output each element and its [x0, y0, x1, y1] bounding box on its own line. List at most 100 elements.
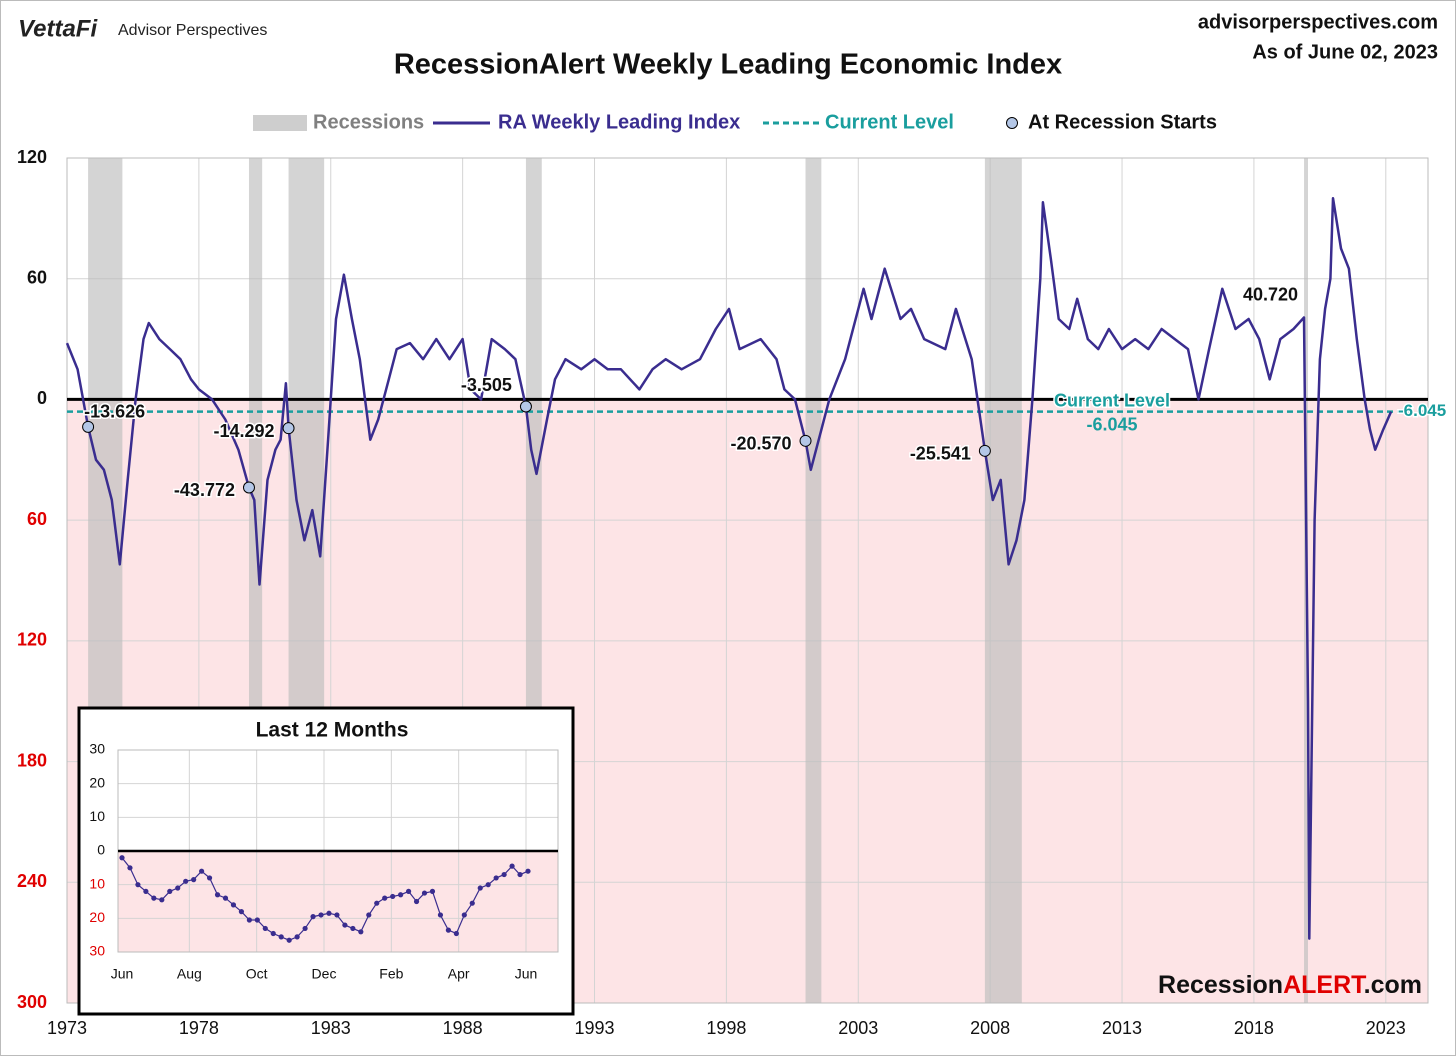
inset-point [413, 898, 420, 905]
inset-line [121, 857, 529, 941]
inset-point [461, 912, 467, 918]
inset-point [429, 888, 436, 895]
recession-start-marker [282, 422, 295, 435]
brand: Advisor Perspectives [118, 22, 267, 39]
y-tick-label: 60 [27, 267, 47, 287]
y-tick-label: 300 [17, 992, 47, 1012]
inset-point [206, 875, 213, 881]
x-tick-label: Jun [515, 966, 538, 982]
legend-label: Current Level [825, 111, 954, 133]
recession-band [984, 158, 1022, 1003]
x-tick-label: 1978 [179, 1018, 219, 1038]
watermark-part: .com [1364, 971, 1422, 999]
inset-point [326, 910, 332, 916]
x-tick-label: 1983 [311, 1018, 351, 1038]
inset-point [382, 895, 388, 901]
watermark: RecessionALERT.com [1158, 971, 1422, 999]
inset-point [453, 930, 459, 937]
index-line [65, 196, 1393, 940]
plot-border [66, 157, 1429, 1004]
y-tick-label: 10 [89, 875, 105, 891]
recession-start-marker [978, 444, 991, 457]
y-tick-label: 120 [17, 630, 47, 650]
inset-point [437, 912, 444, 918]
y-tick-label: 30 [89, 943, 105, 959]
inset-point [167, 888, 173, 895]
date: As of June 02, 2023 [1252, 41, 1438, 63]
inset-point [278, 934, 284, 940]
current-level-value: -6.045 [1086, 414, 1137, 434]
recession-band [805, 158, 822, 1003]
inset-point [151, 895, 157, 901]
marker-label: -25.541 [910, 444, 971, 464]
inset-point [398, 892, 404, 898]
legend-label: RA Weekly Leading Index [498, 111, 740, 133]
below-zero-area [118, 851, 558, 952]
inset-point [318, 912, 324, 918]
recession-start-marker [519, 400, 532, 413]
legend-swatch [1006, 117, 1018, 129]
inset-point [143, 888, 149, 895]
legend-label: Recessions [313, 111, 424, 133]
inset-point [421, 890, 428, 896]
marker-label: -14.292 [213, 421, 274, 441]
marker-label: -3.505 [461, 375, 512, 395]
inset-point [199, 868, 205, 874]
recession-start-marker [82, 420, 95, 433]
x-tick-label: 1993 [574, 1018, 614, 1038]
y-tick-label: 60 [27, 509, 47, 529]
inset-point [334, 912, 340, 918]
watermark-part: Recession [1158, 971, 1283, 999]
x-tick-label: Oct [246, 966, 268, 982]
current-level-label: Current Level [1054, 390, 1170, 410]
recession-start-marker [799, 434, 812, 447]
x-tick-label: 2013 [1102, 1018, 1142, 1038]
x-tick-label: 1973 [47, 1018, 87, 1038]
x-tick-label: Apr [448, 966, 470, 982]
marker-label: -20.570 [730, 434, 791, 454]
x-tick-label: Aug [177, 966, 202, 982]
logo: VettaFi [18, 15, 98, 42]
inset-point [254, 917, 260, 923]
inset-point [469, 900, 475, 906]
y-tick-label: 0 [37, 388, 47, 408]
inset-point [350, 925, 356, 932]
x-tick-label: 1998 [706, 1018, 746, 1038]
inset-point [485, 882, 491, 888]
x-tick-label: 2003 [838, 1018, 878, 1038]
chart-title: RecessionAlert Weekly Leading Economic I… [394, 49, 1062, 81]
x-tick-label: 2023 [1366, 1018, 1406, 1038]
x-tick-label: Dec [312, 966, 337, 982]
inset-point [191, 877, 197, 883]
inset-point [509, 863, 515, 869]
y-tick-label: 240 [17, 871, 47, 891]
y-tick-label: 0 [97, 842, 105, 858]
inset-point [262, 925, 268, 932]
inset-point [366, 912, 372, 918]
marker-label: -13.626 [84, 402, 145, 422]
legend-label: At Recession Starts [1028, 111, 1217, 133]
marker-label: -43.772 [174, 480, 235, 500]
inset-point [270, 930, 276, 937]
y-tick-label: 20 [89, 909, 105, 925]
inset-point [127, 865, 133, 871]
inset-point [517, 871, 523, 878]
y-tick-label: 10 [89, 808, 105, 824]
x-tick-label: Jun [111, 966, 134, 982]
inset-point [230, 902, 237, 908]
y-tick-label: 180 [17, 750, 47, 770]
inset-point [405, 888, 412, 895]
inset-point [294, 934, 300, 940]
inset-point [342, 922, 348, 928]
y-tick-label: 30 [89, 741, 105, 757]
inset-point [302, 925, 308, 932]
inset-point [374, 900, 380, 906]
y-tick-label: 20 [89, 774, 105, 790]
inset-point [238, 909, 245, 915]
inset-point [477, 885, 483, 891]
inset-point [286, 937, 292, 943]
inset-point [358, 929, 364, 935]
annotation: 40.720 [1243, 284, 1298, 304]
site: advisorperspectives.com [1198, 11, 1438, 33]
